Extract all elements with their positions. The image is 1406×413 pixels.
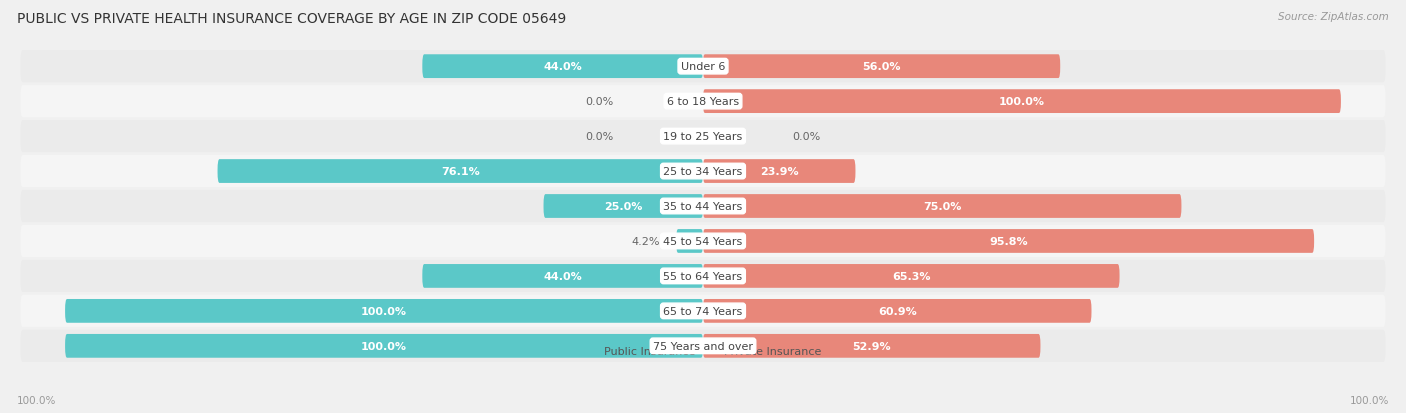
Text: 100.0%: 100.0% <box>361 341 408 351</box>
Text: 35 to 44 Years: 35 to 44 Years <box>664 202 742 211</box>
Text: 65.3%: 65.3% <box>891 271 931 281</box>
Text: 44.0%: 44.0% <box>543 62 582 72</box>
FancyBboxPatch shape <box>703 264 1119 288</box>
FancyBboxPatch shape <box>422 264 703 288</box>
FancyBboxPatch shape <box>218 160 703 183</box>
FancyBboxPatch shape <box>21 51 1385 83</box>
Text: 100.0%: 100.0% <box>1350 395 1389 405</box>
FancyBboxPatch shape <box>21 86 1385 118</box>
Text: 75 Years and over: 75 Years and over <box>652 341 754 351</box>
Text: 65 to 74 Years: 65 to 74 Years <box>664 306 742 316</box>
FancyBboxPatch shape <box>65 334 703 358</box>
Text: Under 6: Under 6 <box>681 62 725 72</box>
FancyBboxPatch shape <box>703 334 1040 358</box>
FancyBboxPatch shape <box>21 156 1385 188</box>
FancyBboxPatch shape <box>65 299 703 323</box>
Text: 6 to 18 Years: 6 to 18 Years <box>666 97 740 107</box>
FancyBboxPatch shape <box>544 195 703 218</box>
Text: 19 to 25 Years: 19 to 25 Years <box>664 132 742 142</box>
FancyBboxPatch shape <box>21 190 1385 223</box>
Text: 56.0%: 56.0% <box>862 62 901 72</box>
FancyBboxPatch shape <box>703 90 1341 114</box>
FancyBboxPatch shape <box>21 330 1385 362</box>
Text: 100.0%: 100.0% <box>361 306 408 316</box>
FancyBboxPatch shape <box>21 225 1385 257</box>
Text: 25.0%: 25.0% <box>605 202 643 211</box>
FancyBboxPatch shape <box>703 160 855 183</box>
FancyBboxPatch shape <box>21 121 1385 153</box>
Text: 23.9%: 23.9% <box>759 166 799 177</box>
FancyBboxPatch shape <box>703 230 1315 253</box>
Text: 4.2%: 4.2% <box>631 236 661 247</box>
Text: 100.0%: 100.0% <box>17 395 56 405</box>
Text: 52.9%: 52.9% <box>852 341 891 351</box>
Text: 44.0%: 44.0% <box>543 271 582 281</box>
Text: 55 to 64 Years: 55 to 64 Years <box>664 271 742 281</box>
FancyBboxPatch shape <box>676 230 703 253</box>
FancyBboxPatch shape <box>703 55 1060 79</box>
Text: 0.0%: 0.0% <box>793 132 821 142</box>
FancyBboxPatch shape <box>21 295 1385 327</box>
Text: Source: ZipAtlas.com: Source: ZipAtlas.com <box>1278 12 1389 22</box>
Text: 0.0%: 0.0% <box>585 132 613 142</box>
Text: 76.1%: 76.1% <box>441 166 479 177</box>
Text: 95.8%: 95.8% <box>990 236 1028 247</box>
Legend: Public Insurance, Private Insurance: Public Insurance, Private Insurance <box>579 342 827 361</box>
Text: 45 to 54 Years: 45 to 54 Years <box>664 236 742 247</box>
Text: PUBLIC VS PRIVATE HEALTH INSURANCE COVERAGE BY AGE IN ZIP CODE 05649: PUBLIC VS PRIVATE HEALTH INSURANCE COVER… <box>17 12 567 26</box>
FancyBboxPatch shape <box>21 260 1385 292</box>
FancyBboxPatch shape <box>422 55 703 79</box>
Text: 25 to 34 Years: 25 to 34 Years <box>664 166 742 177</box>
Text: 0.0%: 0.0% <box>585 97 613 107</box>
FancyBboxPatch shape <box>703 195 1181 218</box>
Text: 75.0%: 75.0% <box>922 202 962 211</box>
Text: 100.0%: 100.0% <box>998 97 1045 107</box>
FancyBboxPatch shape <box>703 299 1091 323</box>
Text: 60.9%: 60.9% <box>877 306 917 316</box>
